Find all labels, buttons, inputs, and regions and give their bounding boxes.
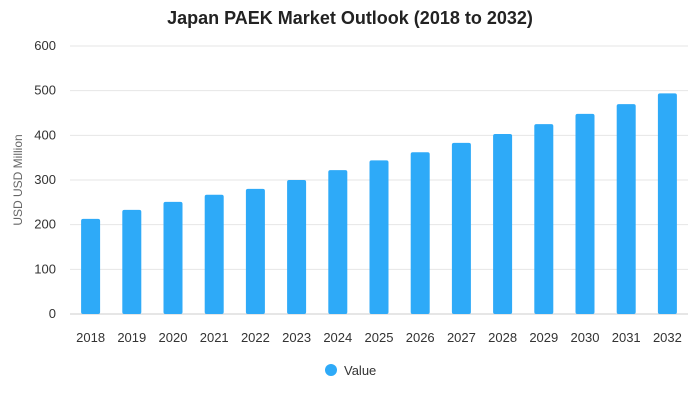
legend: Value bbox=[325, 363, 376, 378]
x-tick-label: 2032 bbox=[653, 330, 682, 345]
y-tick-label: 200 bbox=[34, 217, 56, 232]
bar-2021 bbox=[204, 194, 224, 314]
y-axis-label: USD USD Million bbox=[11, 134, 25, 225]
x-tick-label: 2018 bbox=[76, 330, 105, 345]
bar-2019 bbox=[122, 209, 142, 314]
bar-2023 bbox=[287, 180, 307, 314]
legend-swatch bbox=[325, 364, 337, 376]
x-tick-label: 2020 bbox=[159, 330, 188, 345]
x-axis-ticks: 2018 2019 2020 2021 2022 2023 2024 2025 2026 2027… bbox=[76, 330, 682, 345]
bar-2030 bbox=[575, 113, 595, 314]
x-tick-label: 2021 bbox=[200, 330, 229, 345]
bar-2027 bbox=[451, 142, 471, 314]
bars bbox=[81, 93, 677, 315]
y-tick-label: 300 bbox=[34, 172, 56, 187]
x-tick-label: 2023 bbox=[282, 330, 311, 345]
y-tick-label: 100 bbox=[34, 261, 56, 276]
x-tick-label: 2019 bbox=[117, 330, 146, 345]
bar-2018 bbox=[81, 218, 101, 314]
x-tick-label: 2030 bbox=[571, 330, 600, 345]
bar-2025 bbox=[369, 160, 389, 314]
x-tick-label: 2029 bbox=[529, 330, 558, 345]
y-axis-ticks: 0 100 200 300 400 500 600 bbox=[34, 38, 56, 321]
chart-title: Japan PAEK Market Outlook (2018 to 2032) bbox=[167, 8, 533, 28]
y-tick-label: 400 bbox=[34, 127, 56, 142]
y-tick-label: 0 bbox=[49, 306, 56, 321]
legend-label-value: Value bbox=[344, 363, 376, 378]
bar-2024 bbox=[328, 170, 348, 314]
bar-2026 bbox=[410, 152, 430, 314]
x-tick-label: 2026 bbox=[406, 330, 435, 345]
bar-2032 bbox=[657, 93, 677, 314]
x-tick-label: 2028 bbox=[488, 330, 517, 345]
y-tick-label: 500 bbox=[34, 83, 56, 98]
bar-2031 bbox=[616, 104, 636, 314]
bar-2020 bbox=[163, 201, 183, 314]
x-tick-label: 2025 bbox=[365, 330, 394, 345]
x-tick-label: 2024 bbox=[323, 330, 352, 345]
bar-2022 bbox=[245, 188, 265, 314]
bar-2029 bbox=[534, 124, 554, 315]
bar-2028 bbox=[493, 133, 513, 314]
x-tick-label: 2031 bbox=[612, 330, 641, 345]
y-tick-label: 600 bbox=[34, 38, 56, 53]
x-tick-label: 2022 bbox=[241, 330, 270, 345]
x-tick-label: 2027 bbox=[447, 330, 476, 345]
